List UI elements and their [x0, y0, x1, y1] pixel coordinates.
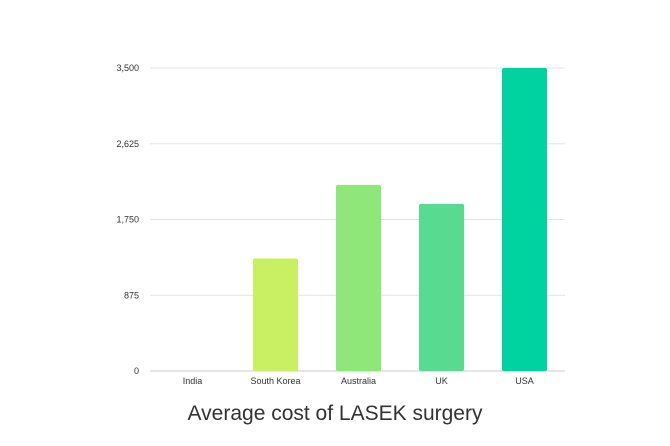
- x-tick-label: UK: [435, 376, 448, 386]
- bar-south-korea: [253, 258, 298, 371]
- x-tick-label: India: [183, 376, 203, 386]
- y-tick-label: 2,625: [116, 139, 139, 149]
- bar-uk: [419, 203, 464, 371]
- x-axis: India South Korea Australia UK USA: [183, 376, 534, 386]
- y-axis: 0 875 1,750 2,625 3,500: [116, 63, 139, 376]
- bar-australia: [336, 184, 381, 371]
- x-tick-label: South Korea: [250, 376, 300, 386]
- y-tick-label: 3,500: [116, 63, 139, 73]
- y-tick-label: 875: [124, 290, 139, 300]
- bars: [253, 68, 547, 371]
- x-tick-label: Australia: [341, 376, 376, 386]
- y-tick-label: 0: [134, 366, 139, 376]
- chart-title: Average cost of LASEK surgery: [187, 402, 483, 425]
- y-tick-label: 1,750: [116, 215, 139, 225]
- x-tick-label: USA: [515, 376, 534, 386]
- bar-usa: [502, 68, 547, 371]
